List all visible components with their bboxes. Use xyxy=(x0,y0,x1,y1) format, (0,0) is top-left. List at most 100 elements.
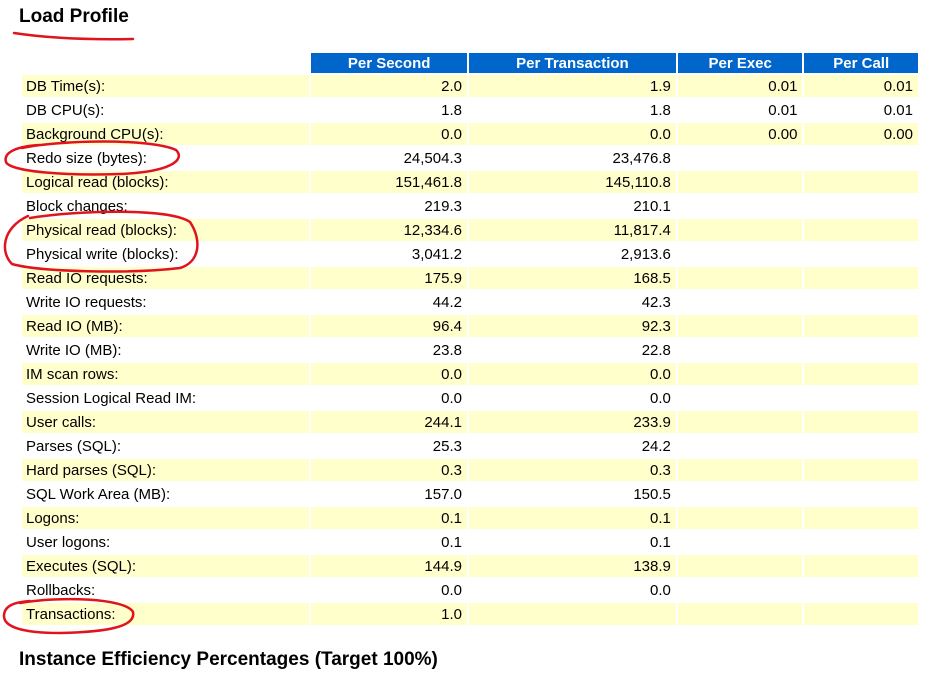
load-profile-title: Load Profile xyxy=(19,6,129,27)
row-value xyxy=(804,243,918,265)
row-value xyxy=(677,147,803,169)
row-value xyxy=(804,603,918,625)
row-label: Logons: xyxy=(22,507,310,529)
table-row: Write IO (MB): 23.8 22.8 xyxy=(22,339,918,361)
row-value xyxy=(804,171,918,193)
row-value: 3,041.2 xyxy=(311,243,467,265)
row-value xyxy=(677,315,803,337)
row-value xyxy=(677,267,803,289)
row-value: 233.9 xyxy=(468,411,676,433)
row-value: 0.00 xyxy=(804,123,918,145)
row-value xyxy=(804,459,918,481)
table-row: DB Time(s): 2.0 1.9 0.01 0.01 xyxy=(22,75,918,97)
row-value: 219.3 xyxy=(311,195,467,217)
row-value xyxy=(804,363,918,385)
row-value: 0.3 xyxy=(468,459,676,481)
table-row: Background CPU(s): 0.0 0.0 0.00 0.00 xyxy=(22,123,918,145)
table-body: DB Time(s): 2.0 1.9 0.01 0.01 DB CPU(s): 1.8 1.… xyxy=(22,75,918,625)
table-row: Executes (SQL): 144.9 138.9 xyxy=(22,555,918,577)
row-value xyxy=(804,435,918,457)
row-value xyxy=(804,387,918,409)
row-value xyxy=(804,219,918,241)
efficiency-title: Instance Efficiency Percentages (Target … xyxy=(19,649,438,670)
row-label: Parses (SQL): xyxy=(22,435,310,457)
row-value: 24,504.3 xyxy=(311,147,467,169)
row-label: Background CPU(s): xyxy=(22,123,310,145)
row-value: 0.1 xyxy=(311,531,467,553)
row-value xyxy=(677,195,803,217)
table-row: Redo size (bytes): 24,504.3 23,476.8 xyxy=(22,147,918,169)
row-value xyxy=(468,603,676,625)
row-value: 0.0 xyxy=(468,387,676,409)
row-value xyxy=(677,387,803,409)
table-row: Session Logical Read IM: 0.0 0.0 xyxy=(22,387,918,409)
title-underline-annotation xyxy=(12,31,135,41)
row-value: 0.3 xyxy=(311,459,467,481)
row-value xyxy=(677,411,803,433)
table-row: Read IO (MB): 96.4 92.3 xyxy=(22,315,918,337)
row-value xyxy=(804,339,918,361)
row-label: DB CPU(s): xyxy=(22,99,310,121)
table-row: Block changes: 219.3 210.1 xyxy=(22,195,918,217)
header-per-call: Per Call xyxy=(804,53,918,73)
table-row: Hard parses (SQL): 0.3 0.3 xyxy=(22,459,918,481)
table-row: Physical write (blocks): 3,041.2 2,913.6 xyxy=(22,243,918,265)
row-value: 0.0 xyxy=(311,579,467,601)
row-value xyxy=(677,531,803,553)
row-value xyxy=(804,555,918,577)
row-label: DB Time(s): xyxy=(22,75,310,97)
row-value: 151,461.8 xyxy=(311,171,467,193)
table-row: Transactions: 1.0 xyxy=(22,603,918,625)
row-label: Transactions: xyxy=(22,603,310,625)
row-label: Read IO (MB): xyxy=(22,315,310,337)
row-value: 0.0 xyxy=(468,123,676,145)
row-label: User calls: xyxy=(22,411,310,433)
row-label: Physical write (blocks): xyxy=(22,243,310,265)
table-row: IM scan rows: 0.0 0.0 xyxy=(22,363,918,385)
row-value: 0.00 xyxy=(677,123,803,145)
table-row: Parses (SQL): 25.3 24.2 xyxy=(22,435,918,457)
row-value: 1.8 xyxy=(468,99,676,121)
row-value: 96.4 xyxy=(311,315,467,337)
row-value xyxy=(804,579,918,601)
row-value: 92.3 xyxy=(468,315,676,337)
row-value xyxy=(804,291,918,313)
table-row: DB CPU(s): 1.8 1.8 0.01 0.01 xyxy=(22,99,918,121)
row-value: 0.01 xyxy=(804,75,918,97)
row-value xyxy=(677,363,803,385)
row-value: 42.3 xyxy=(468,291,676,313)
row-value: 23,476.8 xyxy=(468,147,676,169)
table-row: Read IO requests: 175.9 168.5 xyxy=(22,267,918,289)
row-value: 157.0 xyxy=(311,483,467,505)
table-row: Logons: 0.1 0.1 xyxy=(22,507,918,529)
row-value xyxy=(677,483,803,505)
row-value: 2,913.6 xyxy=(468,243,676,265)
row-value: 0.01 xyxy=(677,75,803,97)
row-value xyxy=(677,171,803,193)
row-value: 0.0 xyxy=(311,363,467,385)
row-label: Block changes: xyxy=(22,195,310,217)
row-value: 0.01 xyxy=(804,99,918,121)
row-value: 12,334.6 xyxy=(311,219,467,241)
row-value: 23.8 xyxy=(311,339,467,361)
table-header-row: Per Second Per Transaction Per Exec Per … xyxy=(22,53,918,73)
row-label: SQL Work Area (MB): xyxy=(22,483,310,505)
row-value xyxy=(677,243,803,265)
row-value xyxy=(677,555,803,577)
row-value: 1.9 xyxy=(468,75,676,97)
table-row: Physical read (blocks): 12,334.6 11,817.4 xyxy=(22,219,918,241)
row-label: Write IO (MB): xyxy=(22,339,310,361)
row-value: 0.0 xyxy=(311,387,467,409)
row-label: Physical read (blocks): xyxy=(22,219,310,241)
row-label: Logical read (blocks): xyxy=(22,171,310,193)
row-value: 0.0 xyxy=(468,363,676,385)
row-value xyxy=(804,267,918,289)
row-value: 44.2 xyxy=(311,291,467,313)
row-value xyxy=(804,507,918,529)
row-value xyxy=(677,459,803,481)
header-per-transaction: Per Transaction xyxy=(468,53,676,73)
row-value: 210.1 xyxy=(468,195,676,217)
row-label: Hard parses (SQL): xyxy=(22,459,310,481)
row-value: 138.9 xyxy=(468,555,676,577)
row-value: 168.5 xyxy=(468,267,676,289)
